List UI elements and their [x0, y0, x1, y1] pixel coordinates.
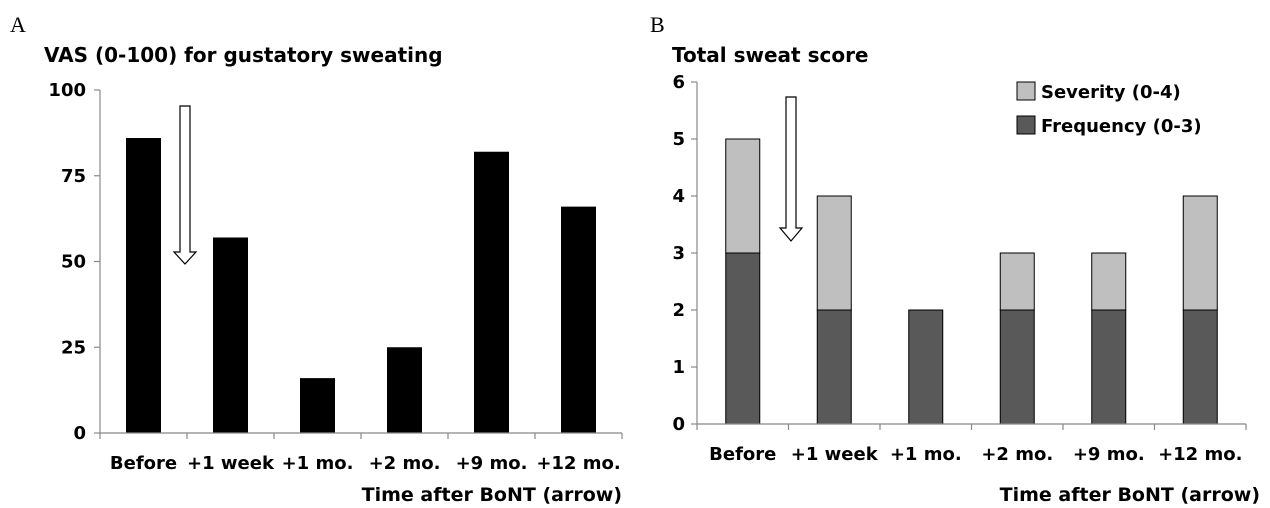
panel-a-bars	[126, 138, 596, 434]
panel-b-bars	[725, 138, 1218, 425]
panel-a-arrow	[172, 105, 198, 265]
y-tick-label: 6	[672, 72, 685, 93]
panel-a-title: VAS (0-100) for gustatory sweating	[44, 43, 443, 67]
legend-item-severity: Severity (0-4)	[1016, 81, 1181, 103]
bar	[561, 206, 596, 433]
x-tick-label: +2 mo.	[369, 453, 441, 474]
panel-a-y-ticks: 0 25 50 75 100	[48, 80, 100, 444]
legend-item-frequency: Frequency (0-3)	[1016, 115, 1202, 137]
panel-b-x-axis-title: Time after BoNT (arrow)	[1000, 484, 1260, 506]
bar	[213, 237, 248, 433]
bar-segment	[999, 309, 1035, 425]
bar	[300, 378, 335, 433]
panel-b-legend: Severity (0-4) Frequency (0-3)	[1016, 81, 1202, 137]
down-arrow-icon	[172, 105, 198, 265]
x-tick-label: +9 mo.	[456, 453, 528, 474]
x-tick-label: +12 mo.	[1158, 444, 1242, 465]
bar-segment	[816, 195, 852, 311]
x-tick-label: Before	[110, 453, 177, 474]
y-tick-label: 25	[61, 337, 86, 358]
y-tick-label: 2	[672, 300, 685, 321]
bar	[474, 151, 509, 434]
panel-b-title: Total sweat score	[672, 43, 869, 67]
bar-segment	[1182, 309, 1218, 425]
y-tick-label: 50	[61, 252, 86, 273]
legend-label-frequency: Frequency (0-3)	[1041, 116, 1202, 137]
bar-segment	[1182, 195, 1218, 311]
y-tick-label: 100	[48, 80, 86, 101]
x-tick-label: +1 mo.	[890, 444, 962, 465]
legend-swatch-frequency	[1016, 115, 1036, 135]
x-tick-label: +1 week	[187, 453, 275, 474]
y-tick-label: 75	[61, 166, 86, 187]
y-tick-label: 4	[672, 186, 685, 207]
y-tick-label: 3	[672, 243, 685, 264]
y-tick-label: 1	[672, 357, 685, 378]
bar-segment	[1091, 252, 1127, 311]
legend-swatch-severity	[1016, 81, 1036, 101]
bar-segment	[999, 252, 1035, 311]
panel-a-x-ticks: Before +1 week +1 mo. +2 mo. +9 mo. +12 mo.	[99, 433, 623, 474]
x-tick-label: Before	[709, 444, 776, 465]
panel-a-x-axis-title: Time after BoNT (arrow)	[362, 484, 622, 506]
bar	[126, 138, 161, 433]
x-tick-label: +1 week	[791, 444, 879, 465]
panel-a-axes	[99, 90, 622, 434]
y-tick-label: 5	[672, 129, 685, 150]
bar-segment	[908, 309, 944, 425]
x-tick-label: +12 mo.	[536, 453, 620, 474]
y-tick-label: 0	[73, 423, 86, 444]
x-tick-label: +2 mo.	[981, 444, 1053, 465]
bar	[387, 347, 422, 433]
bar-segment	[1091, 309, 1127, 425]
panel-b-arrow	[778, 96, 804, 242]
x-tick-label: +1 mo.	[282, 453, 354, 474]
panel-a-letter: A	[10, 12, 26, 37]
x-tick-label: +9 mo.	[1073, 444, 1145, 465]
legend-label-severity: Severity (0-4)	[1041, 82, 1181, 103]
down-arrow-icon	[778, 96, 804, 242]
bar-segment	[725, 252, 761, 425]
y-tick-label: 0	[672, 414, 685, 435]
panel-b-letter: B	[650, 12, 665, 37]
bar-segment	[816, 309, 852, 425]
panel-b-chart: B Total sweat score 0 1 2 3 4 5 6 Before +1 wee…	[650, 12, 1260, 506]
panel-b-y-ticks: 0 1 2 3 4 5 6	[672, 72, 697, 435]
bar-segment	[725, 138, 761, 254]
panel-a-chart: A VAS (0-100) for gustatory sweating 0 25…	[10, 12, 623, 506]
panel-b-x-ticks: Before +1 week +1 mo. +2 mo. +9 mo. +12 mo.	[696, 424, 1247, 465]
